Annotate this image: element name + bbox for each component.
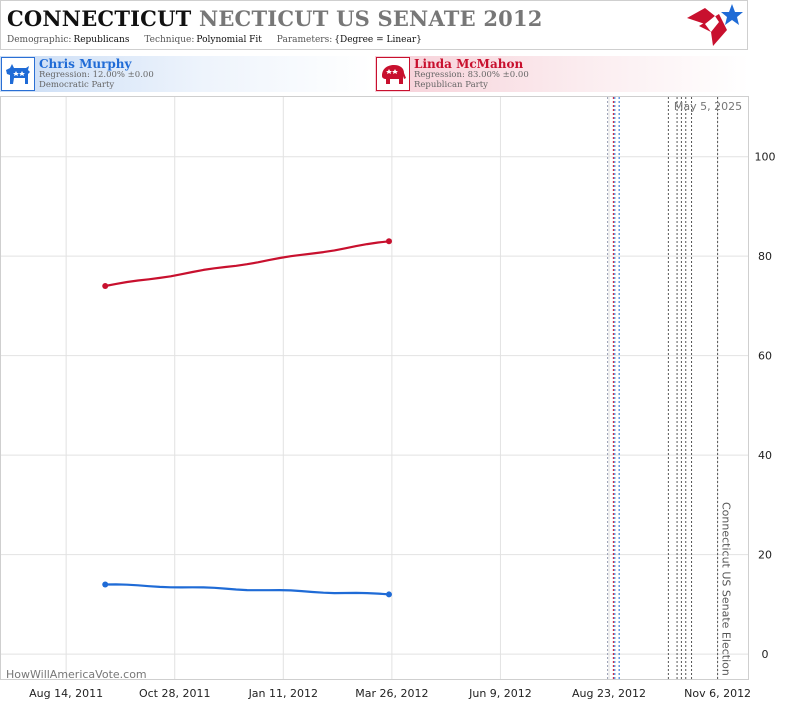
- technique-key: Technique:: [144, 35, 195, 45]
- parameters-value: {Degree = Linear}: [334, 35, 422, 45]
- x-tick-label: Jan 11, 2012: [248, 687, 318, 700]
- candidate-democrat: Chris Murphy Regression: 12.00% ±0.00 De…: [0, 56, 372, 92]
- current-date-label: May 5, 2025: [674, 100, 742, 113]
- candidate-regression: Regression: 12.00% ±0.00: [39, 70, 154, 80]
- technique-value: Polynomial Fit: [196, 35, 262, 45]
- y-tick-label: 40: [758, 449, 772, 462]
- plot-frame: [0, 96, 749, 680]
- series-start-point: [102, 283, 109, 290]
- brand-star-logo: [687, 4, 743, 46]
- series-end-point: [385, 591, 392, 598]
- candidate-republican: Linda McMahon Regression: 83.00% ±0.00 R…: [375, 56, 749, 92]
- series-end-point: [385, 238, 392, 245]
- chart-header: CONNECTICUT NECTICUT US SENATE 2012 Demo…: [0, 0, 748, 50]
- title-state: CONNECTICUT: [7, 6, 192, 31]
- y-tick-label: 20: [758, 549, 772, 562]
- candidate-party: Democratic Party: [39, 80, 115, 90]
- candidate-name: Linda McMahon: [414, 57, 524, 71]
- y-tick-label: 80: [758, 250, 772, 263]
- series-line: [105, 583, 390, 596]
- chart-parameters: Demographic: Republicans Technique: Polyno…: [7, 35, 434, 45]
- page-title: CONNECTICUT NECTICUT US SENATE 2012: [7, 6, 543, 31]
- donkey-icon: [1, 57, 35, 91]
- site-watermark: HowWillAmericaVote.com: [6, 668, 147, 681]
- candidate-party: Republican Party: [414, 80, 488, 90]
- y-tick-label: 100: [755, 151, 776, 164]
- elephant-icon: [376, 57, 410, 91]
- x-tick-label: Aug 14, 2011: [29, 687, 103, 700]
- title-race: NECTICUT US SENATE 2012: [198, 6, 543, 31]
- x-tick-label: Aug 23, 2012: [572, 687, 646, 700]
- y-tick-label: 60: [758, 350, 772, 363]
- demographic-value: Republicans: [73, 35, 130, 45]
- series-line: [104, 240, 390, 288]
- series-start-point: [102, 581, 109, 588]
- x-tick-label: Mar 26, 2012: [355, 687, 428, 700]
- demographic-key: Demographic:: [7, 35, 72, 45]
- x-tick-label: Nov 6, 2012: [684, 687, 751, 700]
- parameters-key: Parameters:: [276, 35, 333, 45]
- x-tick-label: Jun 9, 2012: [468, 687, 532, 700]
- candidate-regression: Regression: 83.00% ±0.00: [414, 70, 529, 80]
- candidate-name: Chris Murphy: [39, 57, 132, 71]
- x-tick-label: Oct 28, 2011: [139, 687, 211, 700]
- election-label: Connecticut US Senate Election: [720, 502, 733, 676]
- y-tick-label: 0: [762, 648, 769, 661]
